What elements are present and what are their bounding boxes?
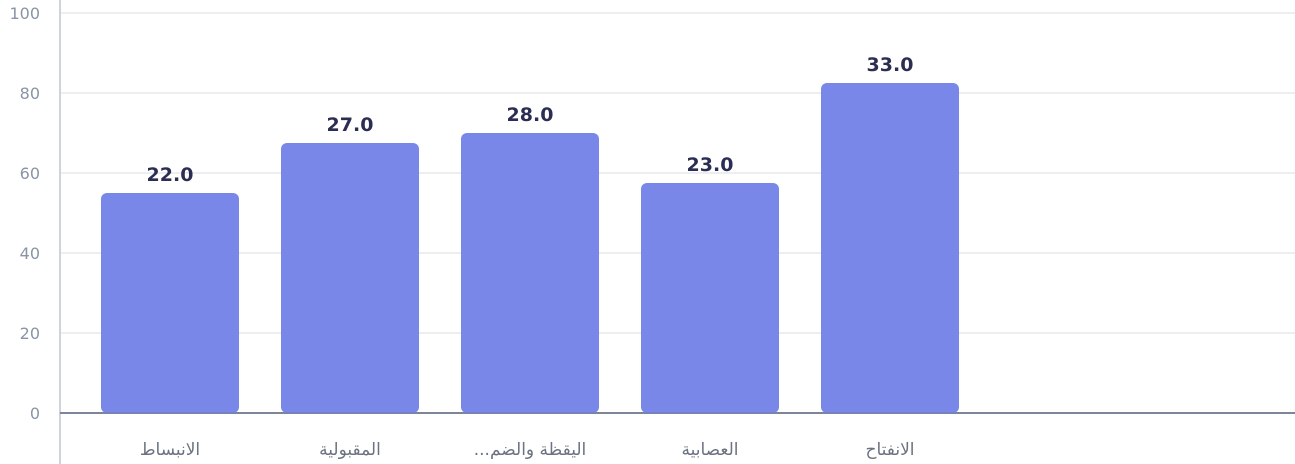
x-category-label: اليقظة والضم... [474,440,586,460]
x-category-label: الانبساط [140,440,200,460]
bar-layer [101,83,959,413]
y-tick-label: 20 [20,324,40,343]
data-label: 27.0 [327,114,374,136]
y-tick-label: 80 [20,84,40,103]
y-tick-label: 100 [9,4,40,23]
data-label: 28.0 [507,104,554,126]
bar[interactable] [641,183,779,413]
axis-layer: 0 20 40 60 80 100 [9,0,1295,464]
x-category-label: المقبولية [319,440,381,460]
bar[interactable] [461,133,599,413]
label-layer: 22.0 الانبساط 27.0 المقبولية 28.0 اليقظة والض… [140,54,915,460]
bar[interactable] [101,193,239,413]
y-tick-label: 40 [20,244,40,263]
grid-layer [60,12,1295,334]
x-category-label: العصابية [681,440,738,460]
bar[interactable] [281,143,419,413]
y-tick-label: 0 [30,404,40,423]
x-category-label: الانفتاح [865,440,914,460]
y-tick-label: 60 [20,164,40,183]
data-label: 33.0 [867,54,914,76]
data-label: 22.0 [147,164,194,186]
data-label: 23.0 [687,154,734,176]
bar[interactable] [821,83,959,413]
